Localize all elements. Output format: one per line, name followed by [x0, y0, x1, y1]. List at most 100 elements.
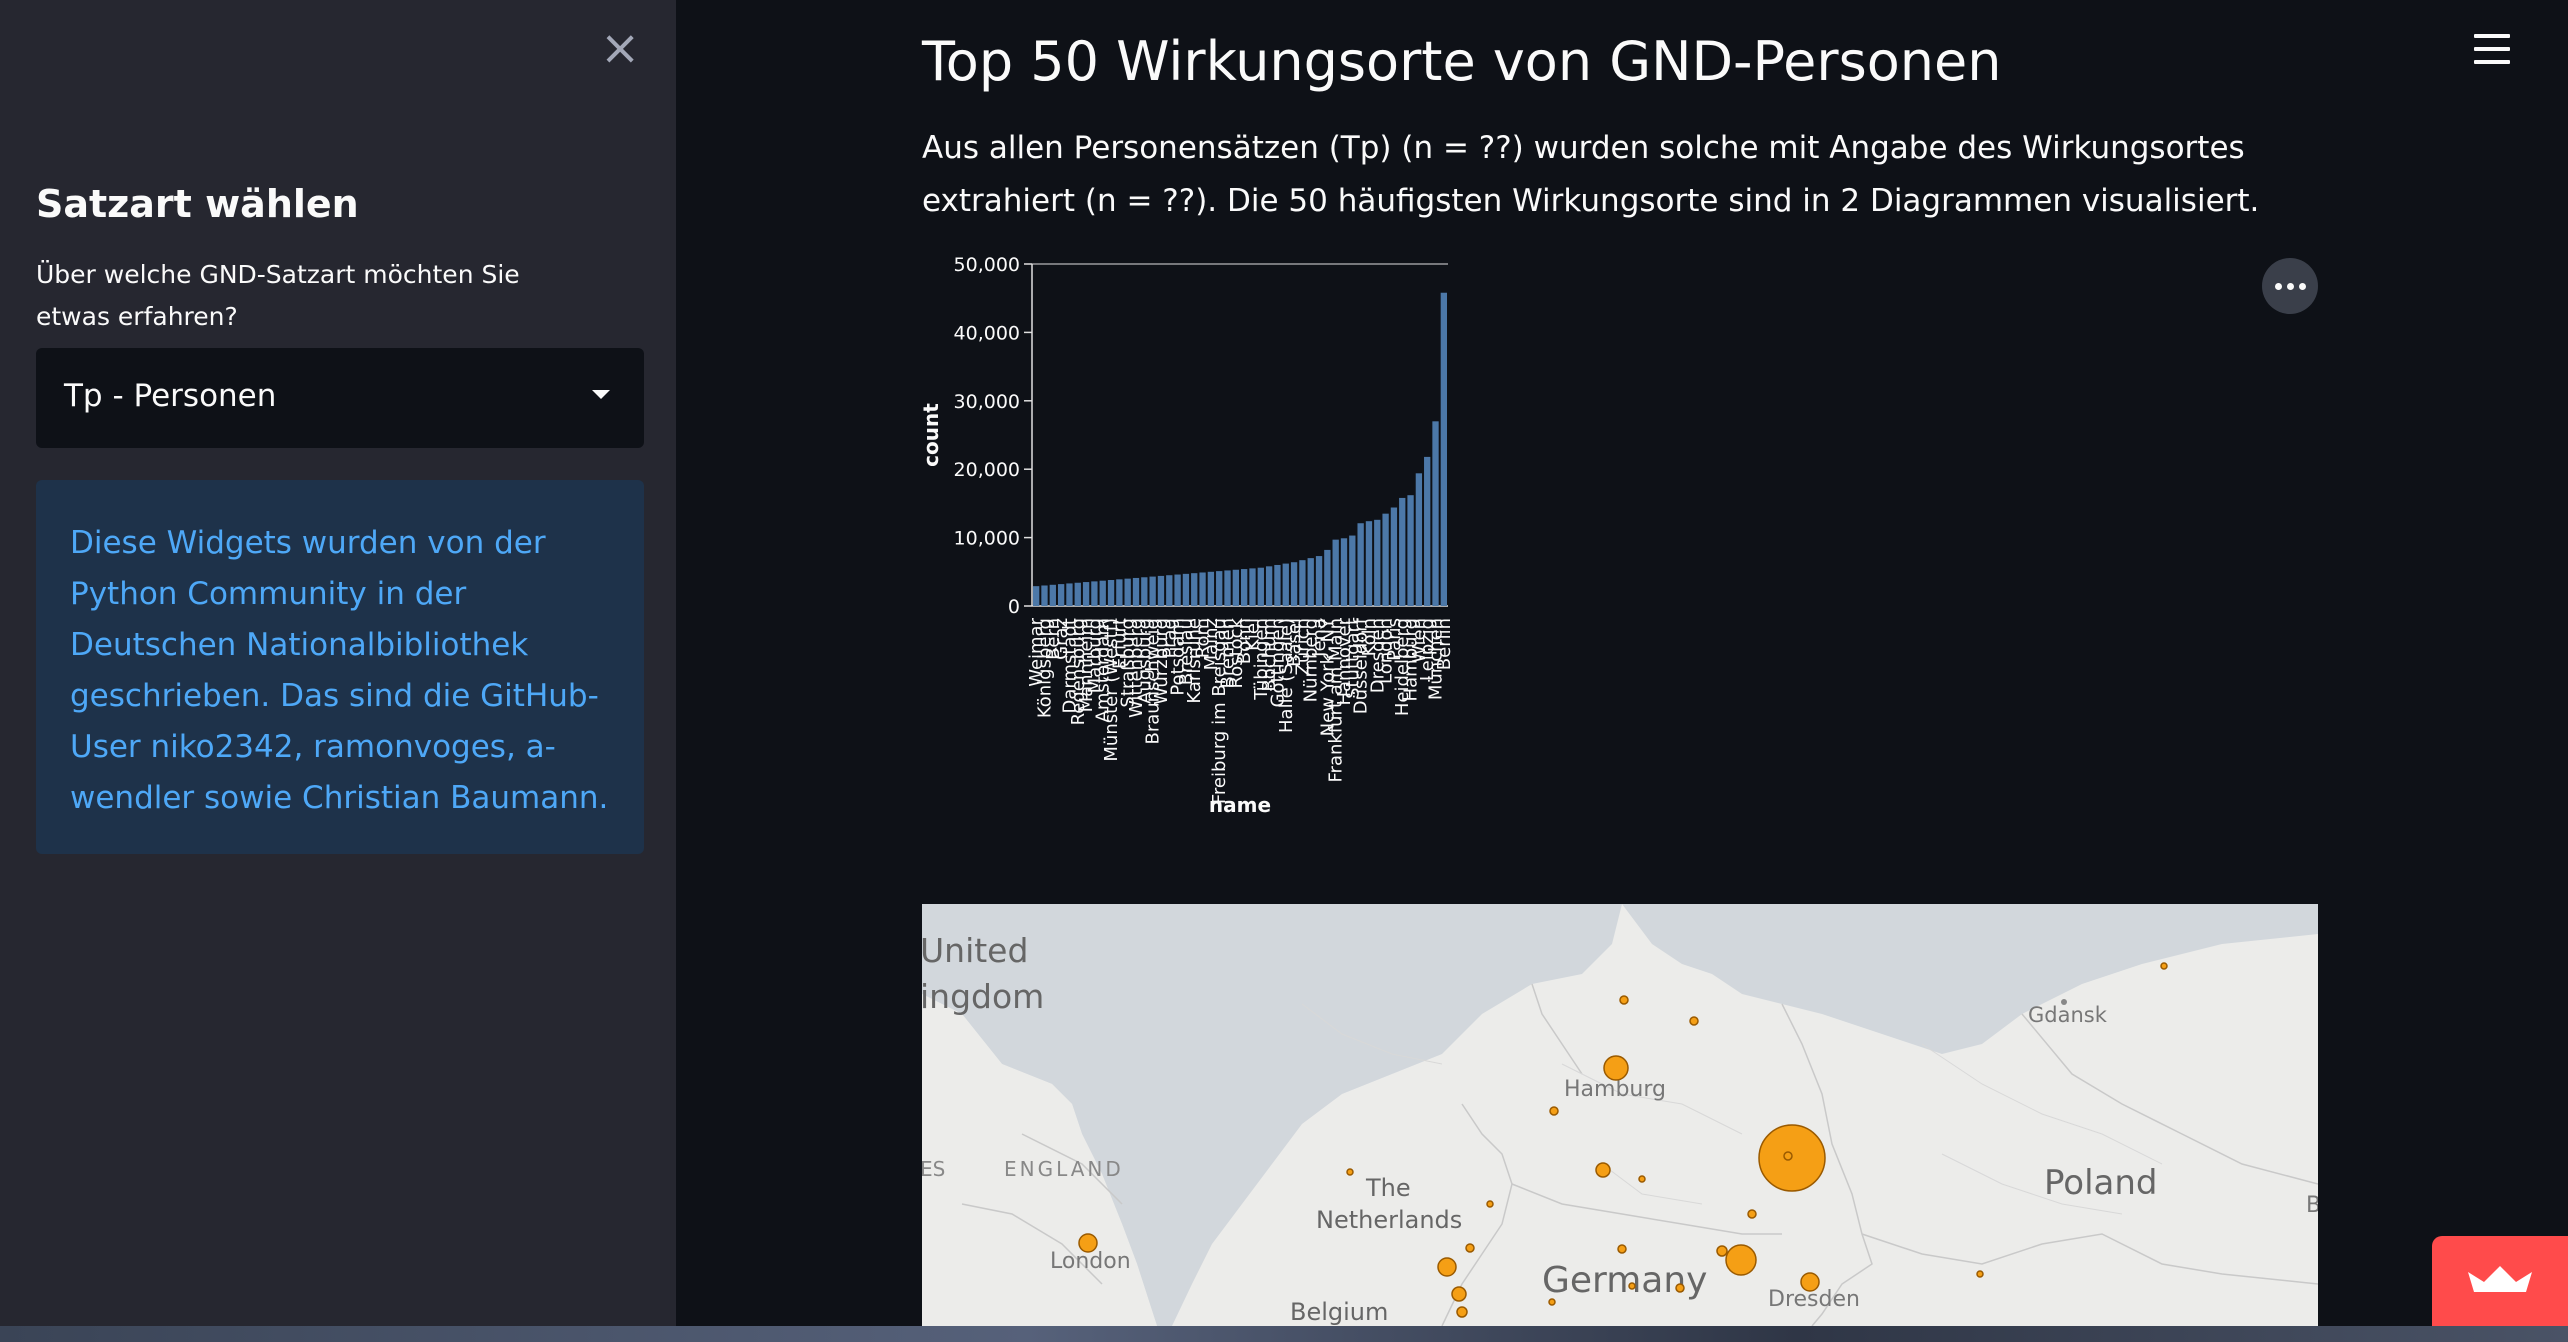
map-bubble[interactable]: [1346, 1168, 1354, 1176]
x-tick-label: München: [1426, 618, 1447, 700]
x-tick-label: Nürnberg: [1301, 618, 1322, 702]
bar-Bern: [1049, 584, 1056, 606]
map-label: Gdansk: [2028, 1003, 2108, 1027]
map-label: ES: [922, 1157, 945, 1181]
x-tick-label: Amsterdam: [1093, 618, 1114, 722]
bar-Zürich: [1299, 560, 1306, 606]
map-bubble[interactable]: [1486, 1200, 1494, 1208]
map-bubble[interactable]: [1689, 1016, 1699, 1026]
bar-Nürnberg: [1307, 558, 1314, 606]
bar-Regensburg: [1074, 582, 1081, 606]
x-tick-label: Hannover: [1334, 617, 1355, 705]
map-bubble[interactable]: [1619, 995, 1629, 1005]
x-tick-label: Paris: [1384, 618, 1405, 661]
map-bubble-dresden[interactable]: [1800, 1272, 1820, 1292]
x-tick-label: Prag: [1159, 618, 1180, 658]
map-bubble[interactable]: [1747, 1209, 1757, 1219]
bar-Rostock: [1232, 569, 1239, 606]
bar-Königsberg: [1041, 585, 1048, 606]
bar-Freiburg im Breisgau: [1216, 571, 1223, 606]
x-tick-label: Basel: [1284, 618, 1305, 667]
map-bubble-london[interactable]: [1078, 1233, 1098, 1253]
x-tick-label: Würzburg: [1151, 618, 1172, 705]
map-bubble[interactable]: [1638, 1175, 1646, 1183]
map-panel[interactable]: United ingdom ENGLAND ES London The Neth…: [922, 904, 2318, 1326]
map-bubbles: [1078, 962, 2168, 1318]
map-bubble[interactable]: [1675, 1283, 1685, 1293]
y-axis-title: count: [922, 403, 943, 467]
map-bubble[interactable]: [1451, 1286, 1467, 1302]
x-tick-label: Leipzig: [1417, 618, 1438, 681]
map-label: Hamburg: [1564, 1077, 1666, 1102]
bar-Breslau: [1182, 573, 1190, 606]
x-tick-label: Straßburg: [1118, 618, 1139, 708]
bar-Graz: [1057, 584, 1065, 606]
x-tick-label: Bern: [1043, 618, 1064, 660]
map-bubble-hamburg[interactable]: [1603, 1055, 1629, 1081]
map-bubble[interactable]: [1548, 1298, 1556, 1306]
bar-Bonn: [1241, 569, 1248, 606]
bar-Düsseldorf: [1357, 523, 1364, 606]
close-icon[interactable]: ×: [600, 20, 641, 76]
x-tick-label: Stuttgart: [1342, 618, 1363, 699]
x-tick-label: Bonn: [1234, 618, 1255, 664]
bar-Prag: [1166, 575, 1173, 606]
more-horizontal-icon[interactable]: [2262, 258, 2318, 314]
x-tick-label: Mannheim: [1076, 618, 1097, 712]
x-tick-label: Köln: [1359, 618, 1380, 656]
map-bubble[interactable]: [1783, 1151, 1793, 1161]
hamburger-menu-icon[interactable]: [2474, 34, 2510, 64]
x-tick-label: Göttingen: [1267, 618, 1288, 707]
map-bubble[interactable]: [1617, 1244, 1627, 1254]
map-bubble[interactable]: [1549, 1106, 1559, 1116]
bar-Basel: [1290, 562, 1298, 606]
x-tick-label: London: [1376, 618, 1397, 684]
bar-Bochum: [1265, 566, 1273, 606]
sidebar-heading: Satzart wählen: [36, 182, 359, 226]
map-label: Dresden: [1768, 1287, 1860, 1312]
country-borders: [961, 983, 2318, 1326]
bar-Wien: [1415, 473, 1423, 606]
map-label: United: [922, 931, 1028, 970]
bar-München: [1432, 421, 1439, 606]
bar-Halle (Saale): [1282, 563, 1289, 606]
y-tick-label: 30,000: [954, 391, 1020, 413]
bar-Hamburg: [1407, 495, 1414, 606]
map-bubble[interactable]: [1595, 1162, 1611, 1178]
x-tick-label: New York, NY: [1317, 617, 1338, 736]
x-tick-label: Tübingen: [1251, 618, 1272, 701]
x-tick-label: Jena: [1309, 618, 1330, 658]
bar-Würzburg: [1157, 575, 1165, 606]
x-tick-label: Halle (Saale): [1276, 618, 1297, 733]
uk-land: [922, 994, 1157, 1326]
map-bubble[interactable]: [1437, 1257, 1457, 1277]
deploy-button[interactable]: [2432, 1236, 2568, 1326]
x-tick-label: Erfurt: [1109, 618, 1130, 669]
map-bubble[interactable]: [1465, 1243, 1475, 1253]
bar-Münster (Westf): [1107, 580, 1115, 606]
bar-Köln: [1365, 521, 1373, 606]
map-label: Poland: [2044, 1163, 2158, 1203]
map-bubble[interactable]: [1628, 1282, 1636, 1290]
x-tick-label: Heidelberg: [1392, 618, 1413, 716]
map-bubble[interactable]: [1456, 1306, 1468, 1318]
bar-Paris: [1390, 507, 1398, 606]
x-tick-label: Bremen: [1218, 618, 1239, 688]
bar-Kiel: [1249, 568, 1256, 606]
north-sea: [922, 904, 1622, 1326]
caret-down-icon: [592, 390, 610, 399]
x-tick-label: Breslau: [1176, 618, 1197, 685]
map-bubble[interactable]: [1976, 1270, 1984, 1278]
satzart-select[interactable]: Tp - Personen: [36, 348, 644, 448]
map-bubble-leipzig[interactable]: [1725, 1244, 1757, 1276]
map-label: Germany: [1542, 1260, 1707, 1301]
bar-Weimar: [1033, 586, 1040, 606]
map-bubble[interactable]: [1716, 1245, 1728, 1257]
bar-Erfurt: [1116, 579, 1123, 606]
select-label: Über welche GND-Satzart möchten Sie etwa…: [36, 260, 520, 331]
bar-chart: 0 10,000 20,000 30,000 40,000 50,000 Weimar Kön…: [922, 248, 2322, 828]
map-bubble[interactable]: [2160, 962, 2168, 970]
x-axis-title: name: [1209, 793, 1271, 817]
bar-Straßburg: [1124, 578, 1131, 606]
bar-Marburg: [1091, 581, 1098, 606]
